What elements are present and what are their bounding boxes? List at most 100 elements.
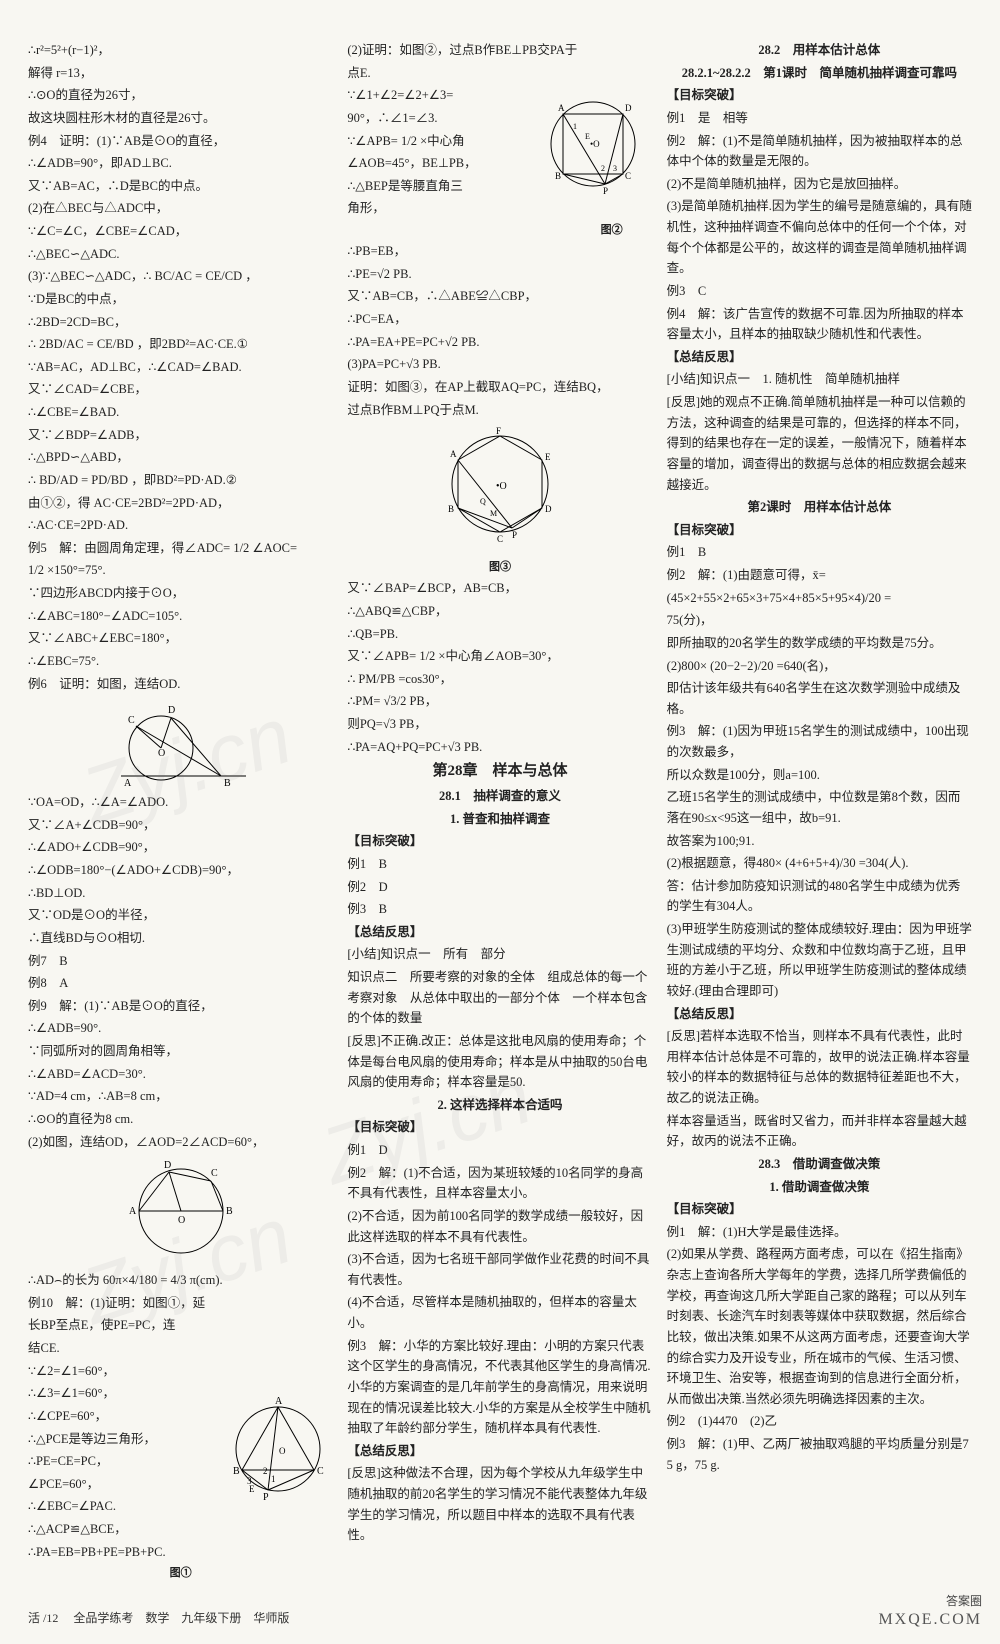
svg-text:1: 1 xyxy=(573,122,577,131)
subsection-title: 第2课时 用样本估计总体 xyxy=(667,497,972,518)
geometry-figure-2: A D C B P •O E 1 2 3 xyxy=(533,89,653,199)
brand-watermark: 答案圈 MXQE.COM xyxy=(878,1594,982,1630)
svg-text:B: B xyxy=(448,504,454,514)
text-line: 由①②，得 AC·CE=2BD²=2PD·AD， xyxy=(28,493,333,514)
text-line: ∵AD=4 cm，∴AB=8 cm， xyxy=(28,1086,333,1107)
text-line: 例2 解：(1)不是简单随机抽样，因为被抽取样本的总体中个体的数量是无限的。 xyxy=(667,131,972,172)
subsection-title: 1. 借助调查做决策 xyxy=(667,1177,972,1198)
brand-url: MXQE.COM xyxy=(878,1610,982,1631)
heading-reflection: 【总结反思】 xyxy=(667,347,972,368)
text-line: ∴△BEC∽△ADC. xyxy=(28,244,333,265)
svg-text:O: O xyxy=(279,1446,286,1456)
section-title: 28.1 抽样调查的意义 xyxy=(347,786,652,807)
text-line: ∵同弧所对的圆周角相等， xyxy=(28,1041,333,1062)
text-line: (3)∵△BEC∽△ADC，∴ BC/AC = CE/CD ， xyxy=(28,266,333,287)
text-line: 又∵∠ABC+∠EBC=180°， xyxy=(28,628,333,649)
text-line: 又∵AB=AC，∴D是BC的中点。 xyxy=(28,176,333,197)
heading-breakthrough: 【目标突破】 xyxy=(667,520,972,541)
text-line: 例2 解：(1)不合适，因为某班较矮的10名同学的身高不具有代表性，且样本容量太… xyxy=(347,1163,652,1204)
text-line: ∵四边形ABCD内接于⊙O， xyxy=(28,583,333,604)
heading-breakthrough: 【目标突破】 xyxy=(667,1199,972,1220)
text-line: (45×2+55×2+65×3+75×4+85×5+95×4)/20 = xyxy=(667,588,972,609)
text-line: [反思]这种做法不合理，因为每个学校从九年级学生中随机抽取的前20名学生的学习情… xyxy=(347,1463,652,1546)
text-line: 则PQ=√3 PB， xyxy=(347,714,652,735)
text-line: ∴∠ABC=180°−∠ADC=105°. xyxy=(28,606,333,627)
svg-text:C: C xyxy=(497,534,503,544)
text-line: ∴PE=√2 PB. xyxy=(347,264,652,285)
text-line: 知识点二 所要考察的对象的全体 组成总体的每一个考察对象 从总体中取出的一部分个… xyxy=(347,967,652,1029)
svg-text:B: B xyxy=(555,171,561,181)
answer-line: 例1 是 相等 xyxy=(667,108,972,129)
text-line: 又∵∠A+∠CDB=90°， xyxy=(28,815,333,836)
text-line: 点E. xyxy=(347,63,652,84)
text-line: ∴∠ABD=∠ACD=30°. xyxy=(28,1064,333,1085)
answer-line: 例3 B xyxy=(347,899,652,920)
svg-text:D: D xyxy=(168,705,175,716)
svg-text:B: B xyxy=(233,1466,240,1477)
text-line: ∴△BPD∽△ABD， xyxy=(28,447,333,468)
answer-line: 例2 D xyxy=(347,877,652,898)
text-line: ∴∠EBC=75°. xyxy=(28,651,333,672)
brand-name: 答案圈 xyxy=(946,1594,982,1608)
text-line: ∵∠C=∠C，∠CBE=∠CAD， xyxy=(28,221,333,242)
column-middle: (2)证明：如图②，过点B作BE⊥PB交PA于 点E. A D C B P •O… xyxy=(347,40,652,1584)
column-left: ∴r²=5²+(r−1)²， 解得 r=13， ∴⊙O的直径为26寸， 故这块圆… xyxy=(28,40,333,1584)
heading-reflection: 【总结反思】 xyxy=(667,1004,972,1025)
svg-text:A: A xyxy=(450,449,457,459)
text-line: ∴⊙O的直径为26寸， xyxy=(28,85,333,106)
text-line: 例9 解：(1)∵AB是⊙O的直径， xyxy=(28,996,333,1017)
svg-text:E: E xyxy=(545,452,551,462)
text-line: ∴PA=EA+PE=PC+√2 PB. xyxy=(347,332,652,353)
svg-text:A: A xyxy=(275,1396,283,1407)
svg-text:A: A xyxy=(558,103,565,113)
svg-text:A: A xyxy=(124,778,132,788)
geometry-figure-10: A B C P O 1 2 3 E xyxy=(223,1394,333,1504)
text-line: [小结]知识点一 所有 部分 xyxy=(347,944,652,965)
heading-reflection: 【总结反思】 xyxy=(347,922,652,943)
svg-text:D: D xyxy=(625,103,632,113)
text-line: 例3 解：(1)甲、乙两厂被抽取鸡腿的平均质量分别是75 g，75 g. xyxy=(667,1434,972,1475)
heading-breakthrough: 【目标突破】 xyxy=(347,1117,652,1138)
svg-text:C: C xyxy=(317,1466,324,1477)
text-line: 即所抽取的20名学生的数学成绩的平均数是75分。 xyxy=(667,633,972,654)
svg-text:2: 2 xyxy=(263,1466,268,1476)
text-line: 过点B作BM⊥PQ于点M. xyxy=(347,400,652,421)
text-line: (2)如图，连结OD，∠AOD=2∠ACD=60°， xyxy=(28,1132,333,1153)
text-line: ∴AC·CE=2PD·AD. xyxy=(28,515,333,536)
text-line: ∴PC=EA， xyxy=(347,309,652,330)
text-line: ∵AB=AC，AD⊥BC，∴∠CAD=∠BAD. xyxy=(28,357,333,378)
text-line: ∴∠ODB=180°−(∠ADO+∠CDB)=90°， xyxy=(28,860,333,881)
text-line: ∴AD⌢的长为 60π×4/180 = 4/3 π(cm). xyxy=(28,1270,333,1291)
svg-text:O: O xyxy=(158,748,165,759)
text-line: ∴∠ADB=90°，即AD⊥BC. xyxy=(28,153,333,174)
text-line: 例3 解：小华的方案比较好.理由：小明的方案只代表这个区学生的身高情况，不代表其… xyxy=(347,1336,652,1439)
text-line: 样本容量适当，既省时又省力，而并非样本容量越大越好，故丙的说法不正确。 xyxy=(667,1111,972,1152)
text-line: 75(分)， xyxy=(667,610,972,631)
svg-text:C: C xyxy=(128,715,135,726)
text-line: 例4 解：该广告宣传的数据不可靠.因为所抽取的样本容量太小，且样本的抽取缺少随机… xyxy=(667,304,972,345)
text-line: 又∵AB=CB，∴△ABE≌△CBP， xyxy=(347,286,652,307)
text-line: 结CE. xyxy=(28,1338,333,1359)
text-line: ∴r²=5²+(r−1)²， xyxy=(28,40,333,61)
svg-text:P: P xyxy=(512,530,517,540)
svg-text:P: P xyxy=(603,186,608,196)
heading-reflection: 【总结反思】 xyxy=(347,1441,652,1462)
text-line: ∴PM= √3/2 PB， xyxy=(347,691,652,712)
text-line: (2)不合适，因为前100名同学的数学成绩一般较好，因此这样选取的样本不具有代表… xyxy=(347,1206,652,1247)
text-line: ∴PB=EB， xyxy=(347,241,652,262)
geometry-figure-3: •O A F E D C B P M Q xyxy=(430,424,570,554)
text-line: (3)是简单随机抽样.因为学生的编号是随意编的，具有随机性，这种抽样调查不偏向总… xyxy=(667,196,972,279)
page-number: 活 /12 xyxy=(28,1611,58,1625)
text-line: 例5 解：由圆周角定理，得∠ADC= 1/2 ∠AOC= xyxy=(28,538,333,559)
text-line: ∴BD⊥OD. xyxy=(28,883,333,904)
text-line: ∴ 2BD/AC = CE/BD ，即2BD²=AC·CE.① xyxy=(28,334,333,355)
svg-text:D: D xyxy=(545,504,552,514)
text-line: [反思]若样本选取不恰当，则样本不具有代表性，此时用样本估计总体是不可靠的，故甲… xyxy=(667,1026,972,1109)
heading-breakthrough: 【目标突破】 xyxy=(667,85,972,106)
text-line: 例10 解：(1)证明：如图①，延 xyxy=(28,1293,333,1314)
subsection-title: 1. 普查和抽样调查 xyxy=(347,809,652,830)
svg-text:•O: •O xyxy=(590,139,600,149)
text-line: (4)不合适，尽管样本是随机抽取的，但样本的容量太小。 xyxy=(347,1292,652,1333)
text-line: 例6 证明：如图，连结OD. xyxy=(28,674,333,695)
text-line: 角形， xyxy=(347,198,652,219)
